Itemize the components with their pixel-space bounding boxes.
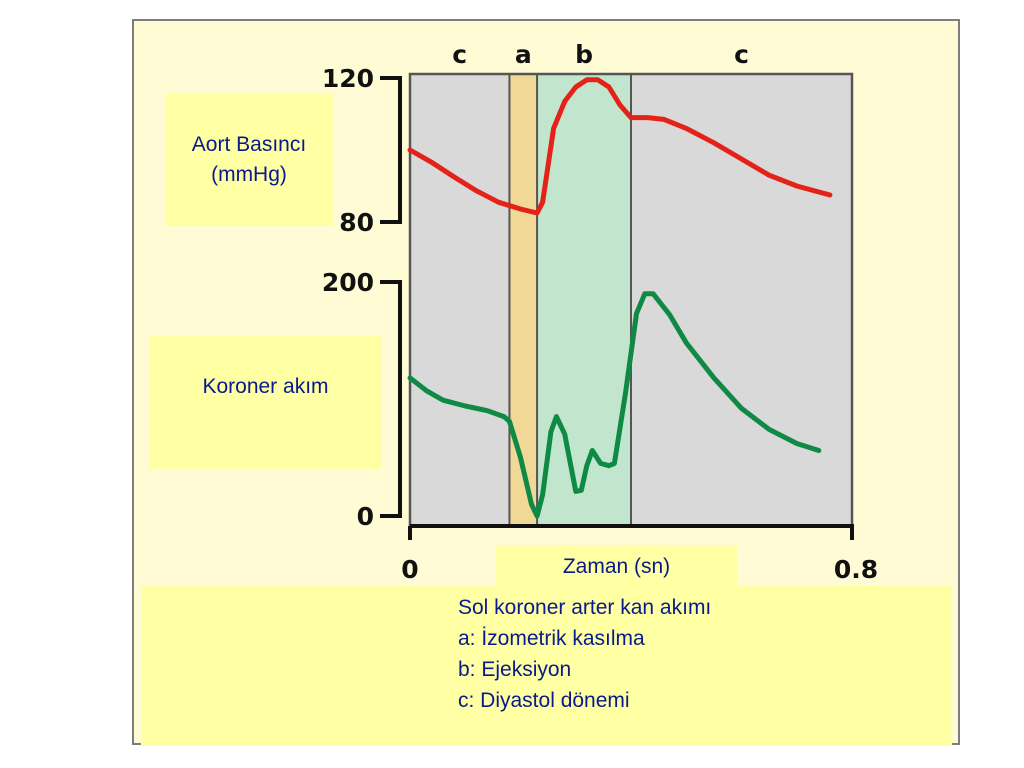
y-tick-label-panel-0-0: 120 — [322, 64, 374, 93]
x-tick-label-0: 0 — [401, 555, 418, 584]
y-tick-label-panel-0-1: 80 — [339, 208, 374, 237]
aort-ylabel-line2: (mmHg) — [211, 163, 287, 186]
koroner-label-box — [149, 336, 382, 469]
phase-label-c-0: c — [452, 40, 467, 69]
y-tick-label-panel-1-1: 0 — [357, 502, 374, 531]
phase-band-a-1 — [509, 74, 538, 526]
legend-item-b: b: Ejeksiyon — [458, 658, 572, 681]
legend-item-c: c: Diyastol dönemi — [458, 689, 630, 712]
xlabel: Zaman (sn) — [562, 555, 671, 578]
koroner-ylabel: Koroner akım — [149, 372, 382, 402]
series-line-panel-1-0 — [407, 291, 822, 519]
phase-bands — [410, 74, 852, 526]
legend-box — [141, 586, 952, 746]
phase-label-a-1: a — [515, 40, 532, 69]
axes: 120 80 200 00 0.8 — [322, 64, 878, 584]
xlabel-box — [496, 545, 737, 590]
series-lines — [407, 77, 833, 519]
legend-item-a: a: İzometrik kasılma — [458, 627, 645, 650]
koroner-ylabel-line1: Koroner akım — [202, 375, 329, 398]
y-tick-label-panel-1-0: 200 — [322, 268, 374, 297]
phase-label-c-3: c — [734, 40, 749, 69]
legend: Sol koroner arter kan akımı a: İzometrik… — [458, 592, 711, 716]
legend-title: Sol koroner arter kan akımı — [458, 596, 712, 619]
phase-band-c-0 — [410, 74, 510, 526]
series-line-panel-0-0 — [407, 77, 833, 216]
x-tick-label-1: 0.8 — [834, 555, 878, 584]
aort-label-box — [165, 93, 333, 226]
phase-band-c-3 — [631, 74, 852, 526]
phase-label-b-2: b — [575, 40, 593, 69]
aort-ylabel: Aort Basıncı (mmHg) — [165, 130, 333, 190]
aort-ylabel-line1: Aort Basıncı — [191, 133, 307, 156]
